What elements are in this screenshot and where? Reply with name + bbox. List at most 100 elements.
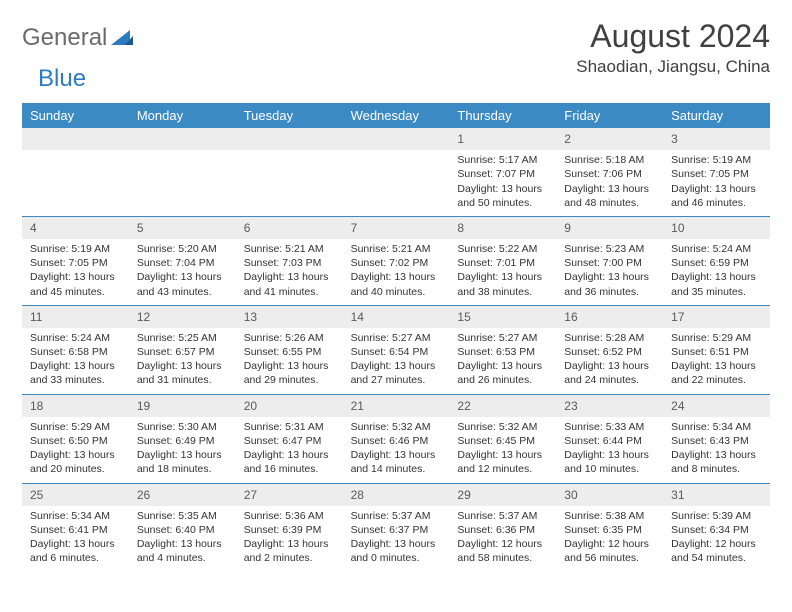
day-number: 13: [236, 306, 343, 328]
sunset-line: Sunset: 6:47 PM: [244, 434, 337, 448]
sunset-line: Sunset: 7:07 PM: [457, 167, 550, 181]
day-number: 10: [663, 217, 770, 239]
day-header: Thursday: [449, 103, 556, 128]
day-header-row: SundayMondayTuesdayWednesdayThursdayFrid…: [22, 103, 770, 128]
daylight-line: Daylight: 13 hours and 0 minutes.: [351, 537, 444, 565]
day-number: 1: [449, 128, 556, 150]
day-details: Sunrise: 5:20 AMSunset: 7:04 PMDaylight:…: [129, 242, 236, 299]
sunset-line: Sunset: 6:58 PM: [30, 345, 123, 359]
page-title: August 2024: [576, 18, 770, 55]
day-cell: 4 Sunrise: 5:19 AMSunset: 7:05 PMDaylight…: [22, 217, 129, 305]
day-cell: 12Sunrise: 5:25 AMSunset: 6:57 PMDayligh…: [129, 306, 236, 394]
sunrise-line: Sunrise: 5:17 AM: [457, 153, 550, 167]
day-details: Sunrise: 5:27 AMSunset: 6:53 PMDaylight:…: [449, 331, 556, 388]
sunrise-line: Sunrise: 5:21 AM: [244, 242, 337, 256]
sunset-line: Sunset: 6:41 PM: [30, 523, 123, 537]
daylight-line: Daylight: 13 hours and 14 minutes.: [351, 448, 444, 476]
day-details: Sunrise: 5:33 AMSunset: 6:44 PMDaylight:…: [556, 420, 663, 477]
day-details: Sunrise: 5:28 AMSunset: 6:52 PMDaylight:…: [556, 331, 663, 388]
sunrise-line: Sunrise: 5:23 AM: [564, 242, 657, 256]
day-details: Sunrise: 5:22 AMSunset: 7:01 PMDaylight:…: [449, 242, 556, 299]
day-details: Sunrise: 5:21 AMSunset: 7:03 PMDaylight:…: [236, 242, 343, 299]
day-header: Saturday: [663, 103, 770, 128]
day-number: 28: [343, 484, 450, 506]
daylight-line: Daylight: 13 hours and 20 minutes.: [30, 448, 123, 476]
sunset-line: Sunset: 6:51 PM: [671, 345, 764, 359]
sunrise-line: Sunrise: 5:37 AM: [351, 509, 444, 523]
week-row: 1Sunrise: 5:17 AMSunset: 7:07 PMDaylight…: [22, 128, 770, 217]
sunrise-line: Sunrise: 5:31 AM: [244, 420, 337, 434]
day-number: 25: [22, 484, 129, 506]
day-cell: 6Sunrise: 5:21 AMSunset: 7:03 PMDaylight…: [236, 217, 343, 305]
sunrise-line: Sunrise: 5:24 AM: [30, 331, 123, 345]
day-details: Sunrise: 5:19 AMSunset: 7:05 PMDaylight:…: [22, 242, 129, 299]
day-number: 14: [343, 306, 450, 328]
daylight-line: Daylight: 13 hours and 33 minutes.: [30, 359, 123, 387]
daylight-line: Daylight: 13 hours and 38 minutes.: [457, 270, 550, 298]
calendar: SundayMondayTuesdayWednesdayThursdayFrid…: [22, 103, 770, 571]
daylight-line: Daylight: 12 hours and 54 minutes.: [671, 537, 764, 565]
sunrise-line: Sunrise: 5:27 AM: [457, 331, 550, 345]
sunrise-line: Sunrise: 5:27 AM: [351, 331, 444, 345]
sunset-line: Sunset: 7:06 PM: [564, 167, 657, 181]
daylight-line: Daylight: 13 hours and 35 minutes.: [671, 270, 764, 298]
sunrise-line: Sunrise: 5:24 AM: [671, 242, 764, 256]
daylight-line: Daylight: 13 hours and 12 minutes.: [457, 448, 550, 476]
day-number: [22, 128, 129, 150]
logo-word-1: General: [22, 24, 107, 52]
daylight-line: Daylight: 13 hours and 48 minutes.: [564, 182, 657, 210]
sunrise-line: Sunrise: 5:20 AM: [137, 242, 230, 256]
day-cell: 29Sunrise: 5:37 AMSunset: 6:36 PMDayligh…: [449, 484, 556, 572]
sunset-line: Sunset: 6:43 PM: [671, 434, 764, 448]
sunset-line: Sunset: 7:03 PM: [244, 256, 337, 270]
day-number: [129, 128, 236, 150]
day-cell: 9Sunrise: 5:23 AMSunset: 7:00 PMDaylight…: [556, 217, 663, 305]
sunset-line: Sunset: 6:36 PM: [457, 523, 550, 537]
day-cell: 15Sunrise: 5:27 AMSunset: 6:53 PMDayligh…: [449, 306, 556, 394]
day-cell: 21Sunrise: 5:32 AMSunset: 6:46 PMDayligh…: [343, 395, 450, 483]
day-cell: [343, 128, 450, 216]
triangle-icon: [111, 28, 133, 51]
day-number: 27: [236, 484, 343, 506]
day-number: 31: [663, 484, 770, 506]
day-details: Sunrise: 5:32 AMSunset: 6:45 PMDaylight:…: [449, 420, 556, 477]
day-number: 4: [22, 217, 129, 239]
daylight-line: Daylight: 12 hours and 56 minutes.: [564, 537, 657, 565]
day-cell: 2Sunrise: 5:18 AMSunset: 7:06 PMDaylight…: [556, 128, 663, 216]
sunset-line: Sunset: 6:59 PM: [671, 256, 764, 270]
day-details: Sunrise: 5:36 AMSunset: 6:39 PMDaylight:…: [236, 509, 343, 566]
day-details: Sunrise: 5:27 AMSunset: 6:54 PMDaylight:…: [343, 331, 450, 388]
sunset-line: Sunset: 7:00 PM: [564, 256, 657, 270]
day-details: Sunrise: 5:29 AMSunset: 6:51 PMDaylight:…: [663, 331, 770, 388]
daylight-line: Daylight: 13 hours and 6 minutes.: [30, 537, 123, 565]
day-details: Sunrise: 5:19 AMSunset: 7:05 PMDaylight:…: [663, 153, 770, 210]
daylight-line: Daylight: 13 hours and 50 minutes.: [457, 182, 550, 210]
sunset-line: Sunset: 6:35 PM: [564, 523, 657, 537]
sunset-line: Sunset: 6:44 PM: [564, 434, 657, 448]
sunset-line: Sunset: 6:45 PM: [457, 434, 550, 448]
sunset-line: Sunset: 6:50 PM: [30, 434, 123, 448]
sunrise-line: Sunrise: 5:29 AM: [671, 331, 764, 345]
day-cell: 25Sunrise: 5:34 AMSunset: 6:41 PMDayligh…: [22, 484, 129, 572]
day-details: Sunrise: 5:38 AMSunset: 6:35 PMDaylight:…: [556, 509, 663, 566]
sunrise-line: Sunrise: 5:32 AM: [351, 420, 444, 434]
sunrise-line: Sunrise: 5:39 AM: [671, 509, 764, 523]
daylight-line: Daylight: 13 hours and 43 minutes.: [137, 270, 230, 298]
sunrise-line: Sunrise: 5:30 AM: [137, 420, 230, 434]
day-details: Sunrise: 5:25 AMSunset: 6:57 PMDaylight:…: [129, 331, 236, 388]
day-cell: 19Sunrise: 5:30 AMSunset: 6:49 PMDayligh…: [129, 395, 236, 483]
day-cell: 3Sunrise: 5:19 AMSunset: 7:05 PMDaylight…: [663, 128, 770, 216]
sunrise-line: Sunrise: 5:32 AM: [457, 420, 550, 434]
day-cell: 16Sunrise: 5:28 AMSunset: 6:52 PMDayligh…: [556, 306, 663, 394]
sunrise-line: Sunrise: 5:38 AM: [564, 509, 657, 523]
day-number: 30: [556, 484, 663, 506]
day-cell: 10 Sunrise: 5:24 AMSunset: 6:59 PMDayligh…: [663, 217, 770, 305]
day-cell: 31Sunrise: 5:39 AMSunset: 6:34 PMDayligh…: [663, 484, 770, 572]
day-number: 5: [129, 217, 236, 239]
day-details: Sunrise: 5:37 AMSunset: 6:37 PMDaylight:…: [343, 509, 450, 566]
day-number: [236, 128, 343, 150]
sunrise-line: Sunrise: 5:33 AM: [564, 420, 657, 434]
day-details: Sunrise: 5:21 AMSunset: 7:02 PMDaylight:…: [343, 242, 450, 299]
day-number: 22: [449, 395, 556, 417]
day-number: 2: [556, 128, 663, 150]
